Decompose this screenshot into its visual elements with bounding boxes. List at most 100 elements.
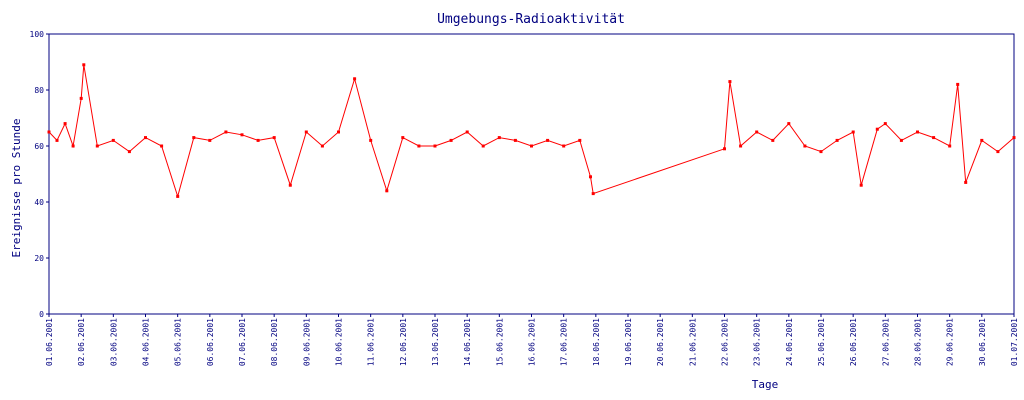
x-tick-label: 14.06.2001 <box>463 318 472 366</box>
x-tick-label: 12.06.2001 <box>399 318 408 366</box>
data-point <box>127 150 131 154</box>
x-tick-label: 20.06.2001 <box>656 318 665 366</box>
data-point <box>562 144 566 148</box>
data-point <box>755 130 759 134</box>
data-point <box>385 189 389 193</box>
data-point <box>787 122 791 126</box>
data-point <box>546 138 550 142</box>
data-point <box>55 138 59 142</box>
data-point <box>932 136 936 140</box>
data-point <box>956 82 960 86</box>
data-point <box>851 130 855 134</box>
data-point <box>71 144 75 148</box>
data-point <box>337 130 340 134</box>
data-point <box>899 138 903 142</box>
data-point <box>578 138 582 142</box>
data-point <box>288 183 292 187</box>
x-tick-label: 24.06.2001 <box>785 318 794 366</box>
x-tick-label: 16.06.2001 <box>528 318 537 366</box>
x-tick-label: 17.06.2001 <box>560 318 569 366</box>
data-point <box>465 130 469 134</box>
data-point <box>192 136 196 140</box>
data-point <box>353 77 357 81</box>
data-point <box>739 144 743 148</box>
x-tick-label: 10.06.2001 <box>335 318 344 366</box>
x-axis: 01.06.2001 02.06.2001 03.06.2001 04.06.2001… <box>45 314 1019 366</box>
data-point <box>513 138 517 142</box>
data-point <box>996 150 1000 154</box>
data-point <box>803 144 807 148</box>
data-point <box>224 130 228 134</box>
data-point <box>272 136 276 140</box>
x-tick-label: 27.06.2001 <box>881 318 890 366</box>
data-point <box>401 136 405 140</box>
x-tick-label: 02.06.2001 <box>77 318 86 366</box>
data-point <box>948 144 952 148</box>
data-point <box>819 150 823 154</box>
x-tick-label: 09.06.2001 <box>302 318 311 366</box>
x-tick-label: 19.06.2001 <box>624 318 633 366</box>
x-tick-label: 15.06.2001 <box>495 318 504 366</box>
x-tick-label: 28.06.2001 <box>914 318 923 366</box>
x-tick-label: 30.06.2001 <box>978 318 987 366</box>
series-layer <box>47 63 1016 199</box>
data-point <box>980 138 984 142</box>
x-tick-label: 25.06.2001 <box>817 318 826 366</box>
data-point <box>417 144 421 148</box>
y-tick-label: 40 <box>34 198 44 207</box>
x-tick-label: 03.06.2001 <box>109 318 118 366</box>
data-point <box>723 147 726 151</box>
y-tick-label: 0 <box>39 310 44 319</box>
x-tick-label: 07.06.2001 <box>238 318 247 366</box>
data-point <box>79 96 83 100</box>
data-point <box>875 127 879 131</box>
data-point <box>433 144 437 148</box>
x-tick-label: 22.06.2001 <box>721 318 730 366</box>
data-point <box>256 138 260 142</box>
x-tick-label: 04.06.2001 <box>142 318 151 366</box>
x-tick-label: 08.06.2001 <box>270 318 279 366</box>
x-tick-label: 23.06.2001 <box>753 318 762 366</box>
data-point <box>82 63 86 67</box>
data-point <box>208 138 212 142</box>
series-line <box>48 64 1015 199</box>
x-tick-label: 06.06.2001 <box>206 318 215 366</box>
data-point <box>589 175 592 179</box>
data-point <box>240 133 244 137</box>
data-point <box>883 122 887 126</box>
data-point <box>481 144 485 148</box>
x-tick-label: 05.06.2001 <box>174 318 183 366</box>
data-point <box>497 136 501 140</box>
x-tick-label: 01.06.2001 <box>45 318 54 366</box>
x-tick-label: 26.06.2001 <box>849 318 858 366</box>
x-axis-label: Tage <box>752 378 779 391</box>
x-tick-label: 01.07.2001 <box>1010 318 1019 366</box>
data-point <box>160 144 164 148</box>
plot-frame <box>48 33 1015 315</box>
chart-title: Umgebungs-Radioaktivität <box>437 12 625 27</box>
data-point <box>591 192 595 196</box>
data-point <box>449 138 453 142</box>
y-axis-label: Ereignisse pro Stunde <box>10 118 23 257</box>
data-point <box>47 130 51 134</box>
data-point <box>111 138 115 142</box>
data-point <box>1012 136 1016 140</box>
data-point <box>144 136 147 140</box>
data-point <box>369 138 373 142</box>
data-point <box>320 144 324 148</box>
data-point <box>728 80 732 84</box>
data-point <box>304 130 308 134</box>
x-tick-label: 29.06.2001 <box>946 318 955 366</box>
data-point <box>916 130 919 134</box>
y-tick-label: 100 <box>30 30 45 39</box>
y-tick-label: 20 <box>34 254 44 263</box>
data-point <box>63 122 67 126</box>
y-tick-label: 80 <box>34 86 44 95</box>
data-point <box>95 144 99 148</box>
x-tick-label: 21.06.2001 <box>688 318 697 366</box>
data-point <box>835 138 839 142</box>
x-tick-label: 18.06.2001 <box>592 318 601 366</box>
y-axis: 0 20 40 60 80 100 <box>30 30 49 319</box>
data-point <box>176 194 180 198</box>
